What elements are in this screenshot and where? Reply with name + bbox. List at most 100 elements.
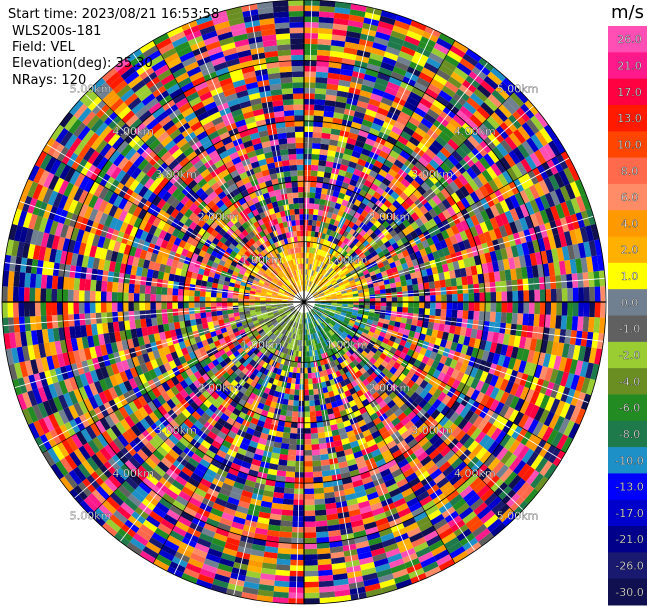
gate-cell [325,240,331,247]
gate-cell [510,245,519,258]
gate-cell [444,80,459,94]
gate-cell [335,214,342,222]
gate-cell [313,203,320,210]
gate-cell [436,191,447,202]
gate-cell [360,278,367,284]
gate-cell [543,143,557,160]
gate-cell [325,294,331,298]
gate-cell [317,209,324,217]
gate-cell [305,285,308,292]
gate-cell [389,282,397,289]
gate-cell [383,240,392,249]
gate-cell [331,263,338,270]
gate-cell [429,243,438,253]
gate-cell [371,87,385,97]
gate-cell [343,218,351,226]
gate-cell [446,49,463,63]
gate-cell [358,243,366,251]
gate-cell [424,88,439,100]
gate-cell [342,237,350,245]
gate-cell [309,264,312,270]
gate-cell [476,106,491,120]
gate-cell [470,163,482,177]
gate-cell [311,159,319,166]
gate-cell [332,28,347,37]
gate-cell [434,280,441,289]
gate-cell [393,20,411,31]
gate-cell [312,264,316,271]
gate-cell [401,285,408,292]
gate-cell [456,62,472,76]
gate-cell [520,266,528,280]
gate-cell [548,140,561,157]
gate-cell [363,291,370,296]
gate-cell [438,32,455,46]
gate-cell [434,241,443,251]
gate-cell [401,249,410,258]
gate-cell [312,282,316,289]
gate-cell [504,136,518,151]
gate-cell [439,239,448,249]
gate-cell [383,279,390,285]
gate-cell [534,197,545,212]
gate-cell [367,187,376,197]
gate-cell [309,275,313,282]
gate-cell [346,291,353,296]
gate-cell [526,137,539,153]
gate-cell [497,173,509,187]
gate-cell [504,269,512,281]
gate-cell [334,1,352,10]
gate-cell [483,231,492,243]
gate-cell [325,296,332,299]
gate-cell [447,262,455,272]
gate-cell [441,263,450,273]
gate-cell [406,183,417,194]
gate-cell [326,83,339,91]
gate-cell [487,149,500,164]
gate-cell [553,172,565,189]
gate-cell [372,42,388,52]
gate-cell [373,82,387,92]
gate-cell [318,160,327,167]
gate-cell [360,84,374,94]
gate-cell [314,93,326,100]
gate-cell [454,130,468,143]
gate-cell [362,269,370,276]
gate-cell [344,281,351,287]
gate-cell [322,121,333,129]
gate-cell [428,52,445,65]
gate-cell [384,86,398,97]
gate-cell [358,202,367,210]
gate-cell [355,240,363,248]
gate-cell [517,125,531,141]
gate-cell [567,244,576,260]
gate-cell [325,160,334,168]
gate-cell [450,192,461,204]
gate-cell [516,243,525,257]
gate-cell [402,126,415,137]
gate-cell [462,101,477,115]
gate-cell [560,201,571,218]
gate-cell [311,289,316,295]
gate-cell [311,276,316,282]
gate-cell [380,203,389,213]
gate-cell [348,228,356,236]
gate-cell [336,90,349,98]
gate-cell [319,0,336,8]
gate-cell [483,153,496,167]
gate-cell [513,256,521,269]
gate-cell [310,164,319,171]
gate-cell [412,283,419,291]
gate-cell [304,285,306,292]
gate-cell [447,154,460,167]
gate-cell [317,280,323,286]
gate-cell [478,185,490,198]
gate-cell [493,271,501,282]
gate-cell [312,292,318,297]
gate-cell [313,115,324,122]
gate-cell [433,42,450,55]
gate-cell [377,20,394,31]
gate-cell [449,45,466,58]
gate-cell [338,270,344,277]
gate-cell [390,287,397,293]
